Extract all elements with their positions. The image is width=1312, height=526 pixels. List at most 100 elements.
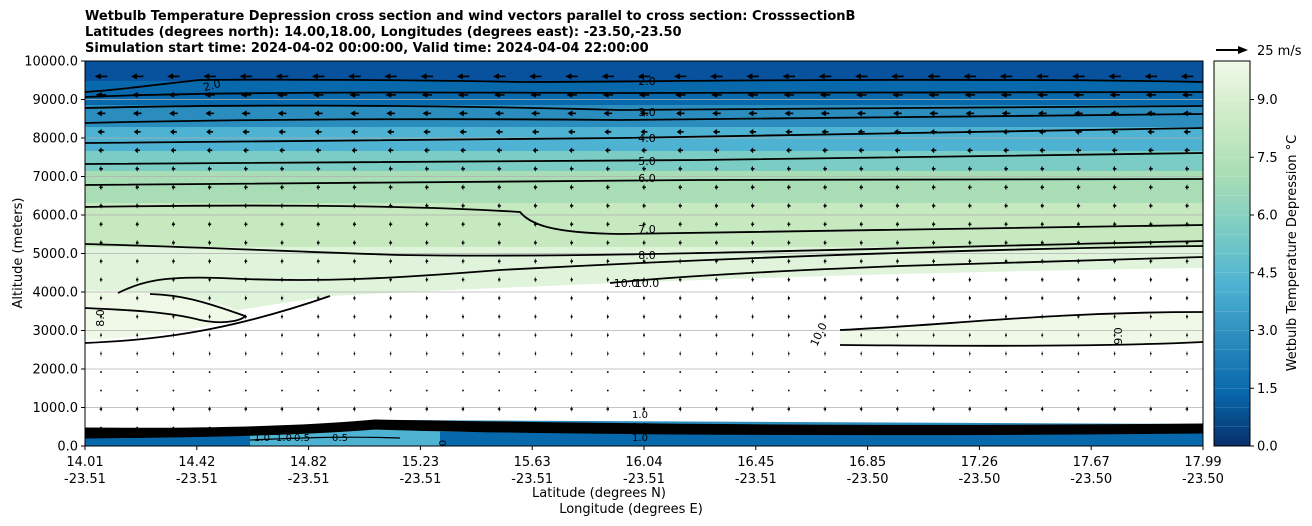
wind-vector <box>208 258 211 265</box>
wind-vector <box>207 165 212 172</box>
wind-vector-head <box>352 221 355 228</box>
wind-vector <box>1041 295 1044 302</box>
wind-vector <box>678 165 683 172</box>
wind-vector-head <box>313 110 320 117</box>
wind-vector <box>242 128 250 135</box>
wind-vector <box>968 332 971 339</box>
wind-vector-head <box>1004 313 1007 320</box>
wind-vector <box>136 389 139 392</box>
wind-vector <box>932 313 935 320</box>
wind-vector-head <box>968 221 971 228</box>
wind-vector-head <box>462 332 464 339</box>
wind-vector-head <box>171 202 174 209</box>
wind-vector-head <box>1149 239 1152 246</box>
contour-label: 2.0 <box>202 77 222 94</box>
wind-vector <box>785 128 793 135</box>
wind-vector-head <box>167 73 174 80</box>
wind-vector <box>567 110 576 117</box>
wind-vector <box>714 202 719 209</box>
y-tick-label: 2000.0 <box>33 363 79 378</box>
wind-vector-head <box>643 350 645 357</box>
contour-label: 10.0 <box>614 277 639 290</box>
wind-vector <box>605 165 610 172</box>
wind-vector <box>932 239 936 246</box>
wind-vector-head <box>895 221 898 228</box>
wind-vector-head <box>896 350 898 357</box>
wind-vector <box>496 147 502 154</box>
wind-vector-head <box>824 332 826 339</box>
wind-vector-head <box>1001 110 1007 117</box>
wind-vector-head <box>280 184 283 191</box>
wind-vector-head <box>136 406 139 413</box>
wind-vector-head <box>281 350 283 357</box>
wind-vector-head <box>1149 276 1152 283</box>
wind-vector-head <box>642 165 645 172</box>
wind-vector <box>461 184 465 191</box>
wind-vector-head <box>530 91 537 98</box>
wind-vector <box>96 110 106 117</box>
wind-vector-head <box>679 295 681 302</box>
wind-vector <box>353 389 356 392</box>
wind-vector <box>932 406 935 413</box>
wind-vector <box>857 128 865 135</box>
wind-vector-head <box>135 202 138 209</box>
wind-vector-head <box>94 73 101 80</box>
wind-vector-head <box>637 73 644 80</box>
wind-vector-head <box>967 165 971 172</box>
wind-vector <box>570 313 573 320</box>
contour-line-3 <box>85 104 1203 111</box>
wind-vector <box>172 258 175 265</box>
wind-vector-head <box>714 221 717 228</box>
wind-vector <box>1185 295 1189 302</box>
wind-vector-head <box>896 258 898 265</box>
wind-vector <box>965 110 975 117</box>
wind-vector <box>317 295 320 302</box>
wind-vector <box>1146 110 1156 117</box>
wind-vector-head <box>461 258 464 265</box>
wind-vector <box>751 239 755 246</box>
wind-vector-head <box>928 91 935 98</box>
wind-vector <box>715 295 718 302</box>
wind-vector-head <box>679 350 681 357</box>
wind-vector <box>715 426 718 429</box>
wind-vector <box>1184 147 1190 154</box>
wind-vector-head <box>386 110 392 117</box>
wind-vector-head <box>1114 406 1116 413</box>
wind-vector-head <box>240 91 247 98</box>
wind-vector <box>207 202 212 209</box>
wind-vector <box>244 239 248 246</box>
wind-vector <box>892 91 903 98</box>
wind-vector-head <box>786 165 790 172</box>
wind-vector <box>461 239 465 246</box>
wind-vector <box>679 332 682 339</box>
wind-vector <box>425 313 428 320</box>
wind-vector-head <box>534 313 536 320</box>
colorbar-tick-label: 7.5 <box>1257 151 1278 166</box>
wind-vector <box>751 258 754 265</box>
wind-vector <box>422 110 432 117</box>
wind-vector-head <box>822 147 826 154</box>
wind-vector-head <box>130 73 137 80</box>
wind-vector <box>1185 406 1189 413</box>
wind-vector <box>1144 73 1158 80</box>
wind-vector <box>136 350 138 357</box>
wind-vector-head <box>244 202 247 209</box>
wind-vector-head <box>425 313 428 320</box>
wind-vector <box>678 239 682 246</box>
wind-vector-head <box>533 239 536 246</box>
wind-vector <box>640 128 648 135</box>
wind-vector <box>426 350 428 357</box>
wind-vector <box>1072 73 1085 80</box>
contour-line-2b <box>85 91 1203 98</box>
wind-vector <box>749 128 757 135</box>
wind-vector-head <box>315 147 319 154</box>
wind-vector <box>498 332 501 339</box>
wind-vector-head <box>1148 147 1152 154</box>
wind-vector-head <box>569 165 572 172</box>
wind-vector-head <box>173 406 175 413</box>
wind-vector <box>894 147 901 154</box>
wind-vector <box>134 147 140 154</box>
wind-vector <box>353 313 356 320</box>
y-tick-label: 0.0 <box>57 440 78 455</box>
